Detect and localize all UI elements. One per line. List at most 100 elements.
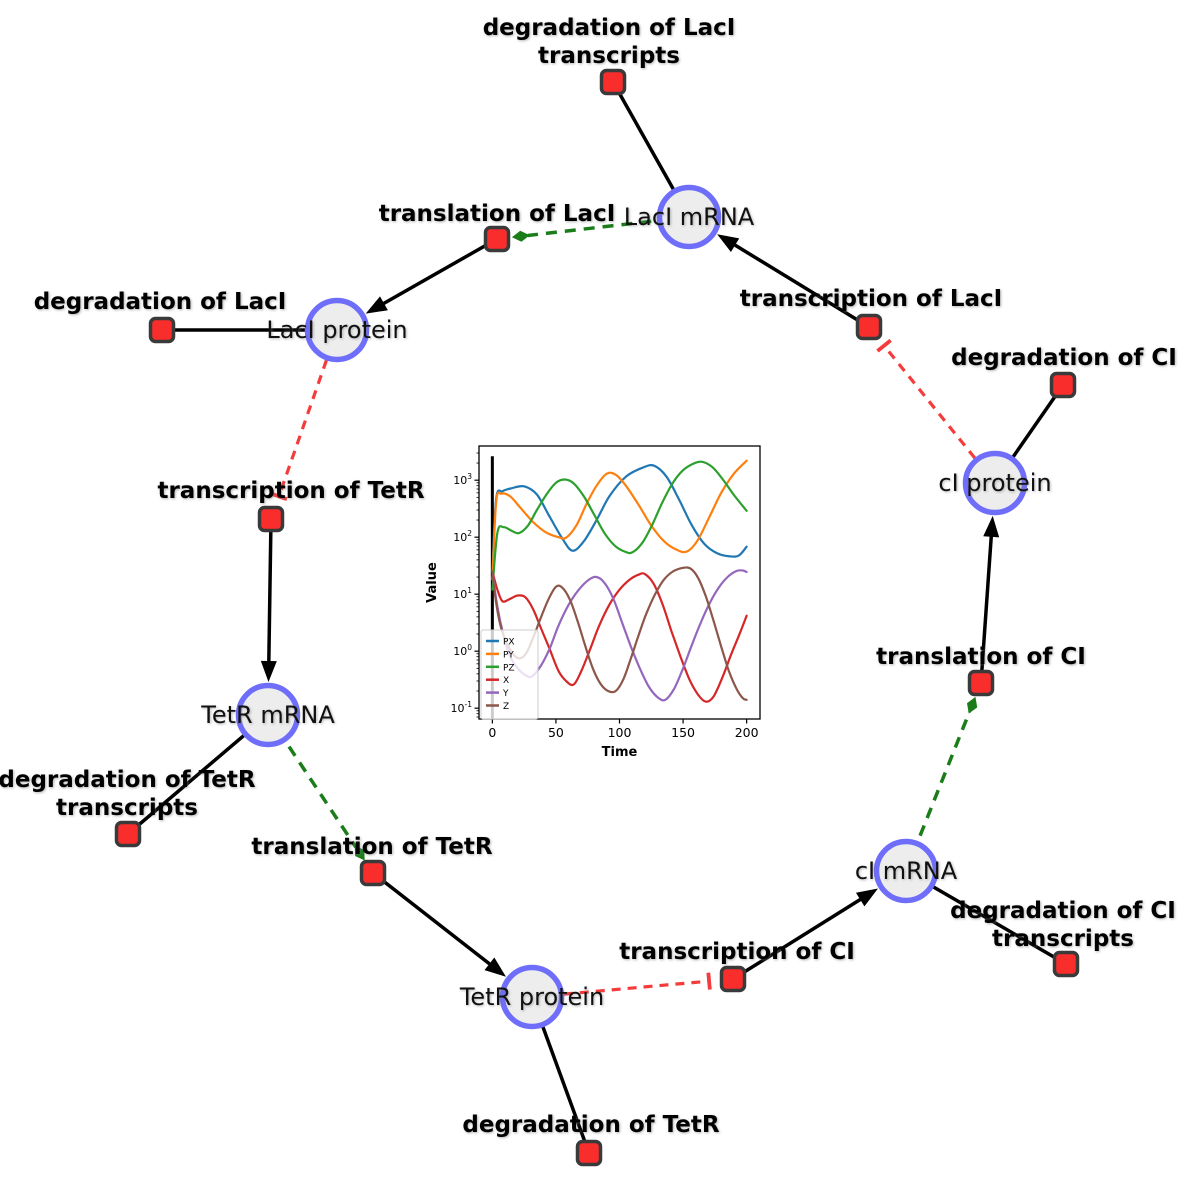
edge-production-txn_tetr-tetr_mrna (266, 518, 273, 668)
y-tick-base: 10 (453, 645, 467, 658)
inset-chart: 0 50 100 150 200Time10310210110010-1ValuePXP… (425, 445, 761, 760)
x-tick-label: 100 (608, 725, 632, 740)
y-tick-base: 10 (453, 588, 467, 601)
nodes-layer (114, 68, 1080, 1167)
species-label-cl_protein: cI protein (938, 469, 1051, 497)
reaction-node-deg_tetr_tx[interactable] (114, 820, 142, 848)
x-tick-label: 0 (488, 725, 496, 740)
reaction-label-deg_cl: degradation of CI (951, 345, 1177, 371)
edge-production-transl_tetr-tetr_protein-arrowhead-icon (484, 957, 506, 977)
reaction-label-txn_cl: transcription of CI (619, 939, 855, 965)
edge-production-txn_cl-cl_mrna (732, 894, 867, 981)
y-tick-base: 10 (453, 531, 467, 544)
labels-layer: LacI mRNA LacI protein cI protein TetR mRNA… (0, 15, 1177, 1138)
y-tick-base: 10 (453, 474, 467, 487)
reaction-label-transl_cl: translation of CI (876, 644, 1086, 670)
reaction-label-txn_laci: transcription of LacI (740, 286, 1003, 312)
series-line-PX (491, 464, 748, 573)
edge-production-txn_tetr-tetr_mrna-arrowhead-icon (260, 660, 277, 683)
species-node-cl_protein[interactable] (962, 450, 1028, 516)
reaction-node-deg_laci[interactable] (148, 316, 176, 344)
edge-inhibition-laci_protein-txn_tetr-tee-icon (270, 491, 288, 501)
species-label-tetr_mrna: TetR mRNA (200, 701, 335, 729)
reaction-label-deg_tetr_tx: degradation of TetR (0, 767, 256, 793)
reaction-label-transl_tetr: translation of TetR (251, 834, 492, 860)
species-label-laci_protein: LacI protein (266, 316, 407, 344)
reaction-label-deg_laci: degradation of LacI (34, 289, 287, 315)
reaction-label-deg_tetr_tx: transcripts (56, 795, 198, 821)
y-tick-exponent: 0 (467, 643, 472, 652)
reaction-node-transl_cl[interactable] (967, 669, 995, 697)
edge-inhibition-cl_protein-txn_laci-tee-icon (876, 338, 892, 353)
species-node-cl_mrna[interactable] (873, 838, 939, 904)
edge-catalysis-cl_mrna-transl_cl-arrowhead-icon (966, 696, 978, 714)
y-tick-exponent: -1 (465, 700, 473, 709)
series-line-X (491, 570, 748, 703)
reaction-label-transl_laci: translation of LacI (379, 201, 616, 227)
y-tick-exponent: 1 (467, 586, 472, 595)
x-tick-label: 200 (735, 725, 759, 740)
legend-entry-Y: Y (502, 689, 509, 699)
edge-inhibition-tetr_protein-txn_cl (531, 979, 710, 999)
reaction-label-deg_tetr: degradation of TetR (462, 1112, 719, 1138)
legend: PX PY PZ XYZ (480, 629, 539, 720)
y-tick-label: 101 (453, 586, 472, 601)
legend-entry-PZ: PZ (503, 663, 515, 673)
y-tick-label: 103 (453, 472, 472, 487)
edge-inhibition-laci_protein-txn_tetr (277, 329, 339, 497)
edge-production-txn_laci-laci_mrna-arrowhead-icon (717, 234, 740, 252)
series-line-PZ (491, 460, 748, 591)
legend-entry-PX: PX (503, 638, 515, 648)
x-tick-label: 150 (671, 725, 695, 740)
reaction-node-deg_laci_tx[interactable] (599, 68, 627, 96)
y-tick-label: 10-1 (451, 700, 473, 715)
series-line-PY (491, 459, 748, 581)
reaction-node-txn_tetr[interactable] (257, 505, 285, 533)
edge-production-transl_cl-cl_protein-arrowhead-icon (983, 515, 1000, 538)
reaction-label-deg_laci_tx: transcripts (538, 43, 680, 69)
y-tick-exponent: 2 (467, 529, 472, 538)
series-layer (491, 459, 748, 703)
chart-x-axis-label: Time (602, 745, 638, 760)
chart-y-axis-label: Value (425, 562, 440, 603)
edge-inhibition-tetr_protein-txn_cl-tee-icon (706, 972, 712, 990)
reaction-label-txn_tetr: transcription of TetR (157, 478, 424, 504)
edge-production-transl_cl-cl_protein (979, 530, 994, 684)
species-node-tetr_protein[interactable] (499, 964, 565, 1030)
reaction-node-deg_cl_tx[interactable] (1052, 950, 1080, 978)
y-tick-label: 102 (453, 529, 472, 544)
legend-box (480, 629, 539, 720)
x-tick-label: 50 (548, 725, 564, 740)
y-tick-base: 10 (451, 702, 465, 715)
species-node-tetr_mrna[interactable] (235, 682, 301, 748)
species-node-laci_mrna[interactable] (656, 184, 722, 250)
reaction-label-deg_laci_tx: degradation of LacI (483, 15, 736, 41)
species-node-laci_protein[interactable] (304, 297, 370, 363)
edge-production-transl_laci-laci_protein-arrowhead-icon (365, 296, 388, 314)
reaction-node-transl_laci[interactable] (483, 225, 511, 253)
reaction-node-txn_laci[interactable] (855, 313, 883, 341)
edge-production-transl_laci-laci_protein (377, 237, 498, 308)
reaction-node-deg_cl[interactable] (1049, 371, 1077, 399)
y-tick-label: 100 (453, 643, 472, 658)
y-tick-exponent: 3 (467, 472, 472, 481)
edge-production-txn_laci-laci_mrna (729, 240, 870, 329)
legend-entry-PY: PY (503, 650, 514, 660)
edge-catalysis-tetr_mrna-transl_tetr-arrowhead-icon (354, 845, 365, 861)
edge-catalysis-laci_mrna-transl_laci-arrowhead-icon (511, 230, 530, 242)
species-label-cl_mrna: cI mRNA (855, 857, 958, 885)
reaction-node-txn_cl[interactable] (719, 965, 747, 993)
reaction-node-transl_tetr[interactable] (359, 859, 387, 887)
edge-production-transl_tetr-tetr_protein (371, 871, 496, 969)
legend-entry-Z: Z (503, 702, 509, 712)
edge-inhibition-cl_protein-txn_laci (882, 344, 997, 485)
reaction-label-deg_cl_tx: transcripts (992, 926, 1134, 952)
reaction-label-deg_cl_tx: degradation of CI (950, 898, 1176, 924)
species-label-tetr_protein: TetR protein (459, 983, 604, 1011)
reaction-node-deg_tetr[interactable] (575, 1139, 603, 1167)
edge-production-txn_cl-cl_mrna-arrowhead-icon (855, 888, 879, 907)
legend-entry-X: X (503, 676, 509, 686)
species-label-laci_mrna: LacI mRNA (624, 203, 755, 231)
